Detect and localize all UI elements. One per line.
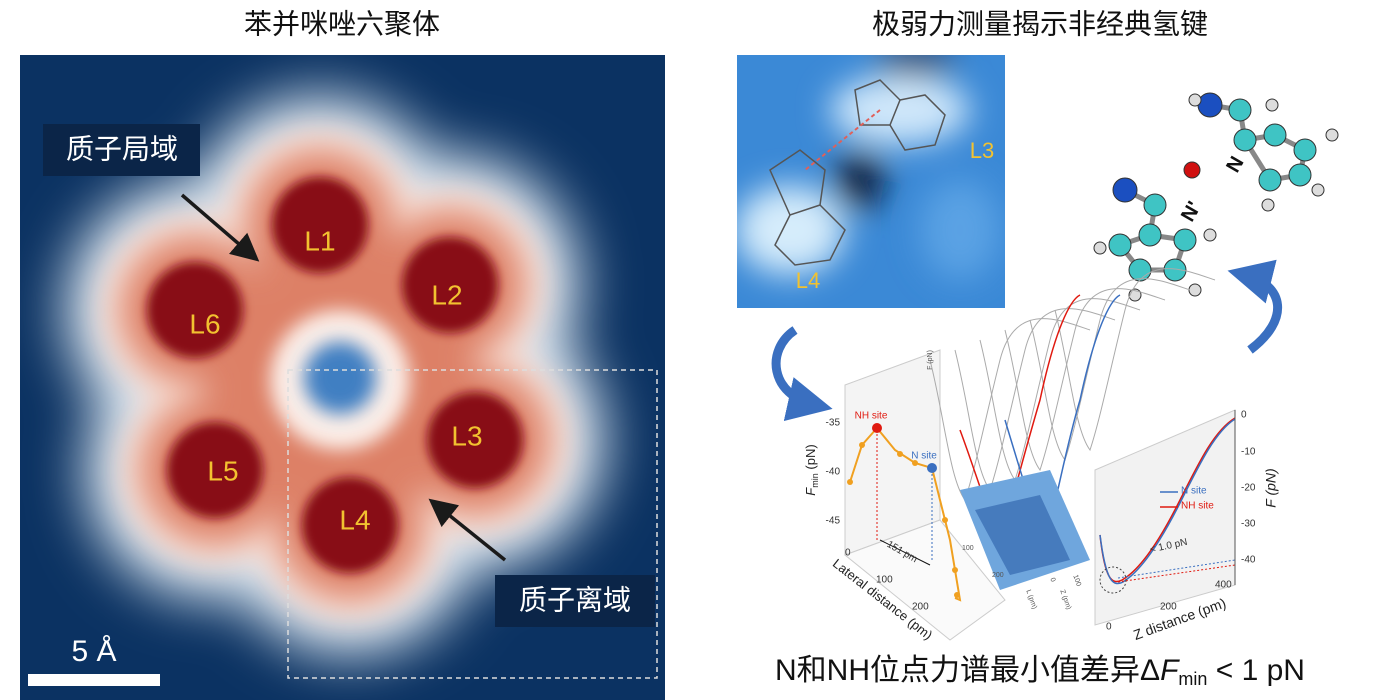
x-tick-label: 200 [1160, 602, 1177, 613]
lobe-label: L1 [304, 225, 335, 256]
tick-label: 0 [1048, 577, 1056, 583]
force-plot [1094, 409, 1236, 626]
legend-label: NH site [1181, 501, 1214, 512]
point-label: NH site [855, 411, 888, 422]
stm-label: L3 [970, 138, 994, 163]
scale-bar [28, 674, 160, 686]
caption: N和NH位点力谱最小值差异ΔFmin < 1 pN [775, 654, 1305, 689]
y-tick-label: -10 [1241, 447, 1256, 458]
point-label: N site [911, 451, 937, 462]
y-tick-label: -35 [826, 418, 841, 429]
lateral-plot [844, 349, 1006, 641]
axis-label: Z (pm) [1058, 589, 1072, 611]
text-part: N和NH位点力谱最小值差异Δ [775, 654, 1160, 687]
bond [804, 109, 881, 171]
y-tick-label: -40 [1241, 555, 1256, 566]
axis-label: F (pN) [927, 350, 934, 370]
atom-label: N [1222, 153, 1248, 177]
x-tick-label: 400 [1215, 580, 1232, 591]
lobe-label: L3 [451, 420, 482, 451]
text-part: min [1178, 669, 1207, 689]
lobe-label: L4 [339, 504, 370, 535]
x-tick-label: 0 [1106, 622, 1112, 633]
y-axis-label: F (pN) [1263, 468, 1279, 507]
scale-label: 5 Å [71, 635, 116, 668]
text-part: < 1 pN [1207, 654, 1305, 687]
lobe-label: L2 [431, 279, 462, 310]
lobe-label: L5 [207, 455, 238, 486]
stm-label: L4 [796, 268, 820, 293]
x-tick-label: 200 [912, 602, 929, 613]
y-tick-label: -40 [826, 467, 841, 478]
tick-label: 100 [1071, 574, 1082, 587]
y-tick-label: -20 [1241, 483, 1256, 494]
text-part: F [1160, 654, 1180, 687]
zoom-box [287, 369, 658, 679]
y-tick-label: -30 [1241, 519, 1256, 530]
annotation-box [495, 575, 655, 627]
molecule [1093, 92, 1339, 302]
curved-arrow [1227, 259, 1282, 354]
left-title: 苯并咪唑六聚体 [244, 8, 440, 39]
axis-label: L (pm) [1024, 589, 1037, 610]
atom-label: N' [1177, 198, 1206, 226]
x-tick-label: 100 [876, 575, 893, 586]
annotation: 质子局域 [66, 133, 178, 164]
x-tick-label: 0 [845, 548, 851, 559]
y-tick-label: 0 [1241, 410, 1247, 421]
text-part: F [803, 487, 818, 496]
text-part: min [810, 473, 820, 488]
legend-label: N site [1181, 486, 1207, 497]
arrow [428, 498, 507, 562]
annotation-box [43, 124, 200, 176]
arrow [180, 193, 260, 262]
waterfall [929, 268, 1216, 590]
annotation: 质子离域 [519, 584, 631, 615]
y-tick-label: -45 [826, 516, 841, 527]
stm-image [737, 55, 1005, 308]
right-title: 极弱力测量揭示非经典氢键 [872, 8, 1208, 39]
y-axis-label: Fmin (pN) [803, 444, 820, 495]
text-part: (pN) [803, 444, 818, 473]
lobe-label: L6 [189, 308, 220, 339]
tick-label: 200 [992, 572, 1004, 579]
hexamer-map [20, 55, 665, 700]
curved-arrow [771, 326, 833, 422]
tick-label: 100 [962, 545, 974, 552]
